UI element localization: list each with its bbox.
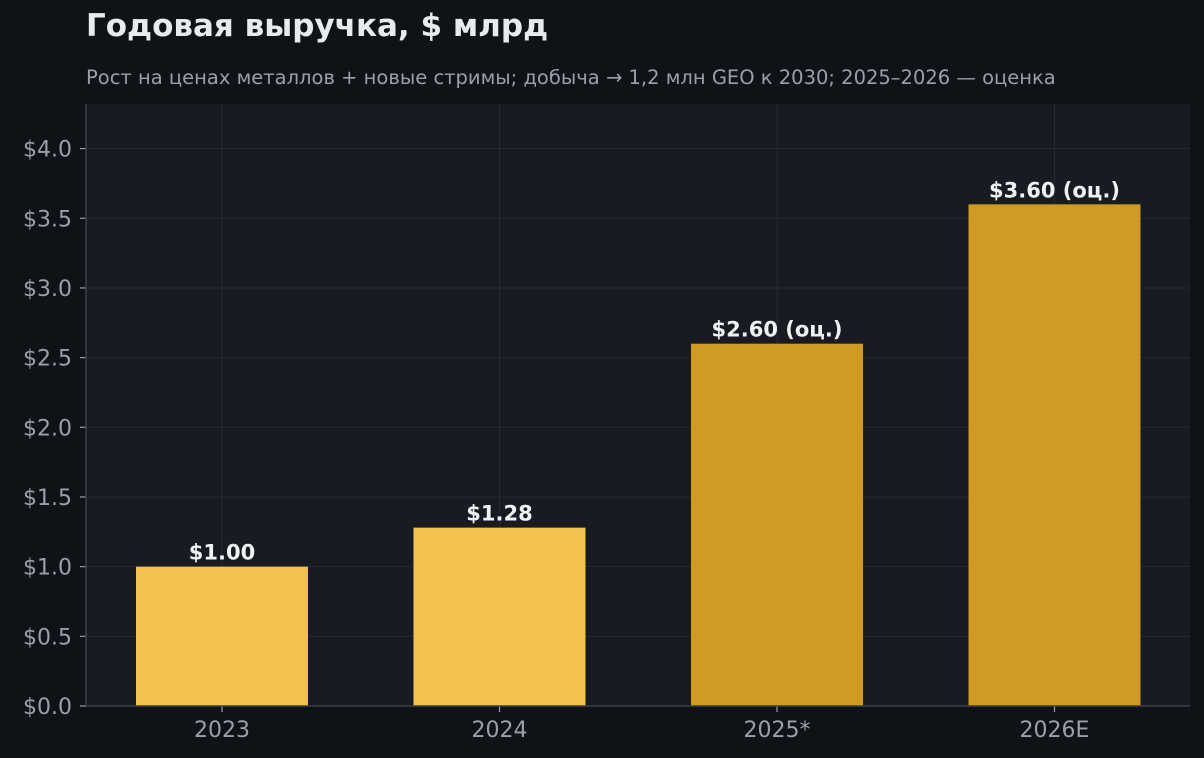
bar-2024 — [413, 527, 586, 706]
x-tick-label: 2025* — [744, 718, 811, 743]
y-tick-label: $3.5 — [23, 207, 72, 232]
y-tick-label: $0.0 — [23, 695, 72, 720]
y-tick-label: $1.5 — [23, 486, 72, 511]
bar-2025 — [691, 343, 863, 706]
x-tick-label: 2023 — [194, 718, 250, 743]
bar-value-label: $1.28 — [466, 502, 532, 526]
bar-value-label: $3.60 (оц.) — [989, 178, 1120, 202]
bar-value-label: $1.00 — [189, 541, 255, 565]
y-tick-label: $1.0 — [23, 556, 72, 581]
bar-2023 — [136, 566, 308, 706]
axes: $0.0 $0.5 $1.0 $1.5 $2.0 $2.5 $3.0 $3.5 $4.0 2023… — [23, 104, 1190, 743]
x-tick-label: 2024 — [472, 718, 528, 743]
chart-title: Годовая выручка, $ млрд — [86, 8, 549, 44]
bar-2026e — [968, 204, 1141, 707]
x-tick-label: 2026E — [1020, 718, 1090, 743]
y-tick-label: $0.5 — [23, 625, 72, 650]
y-tick-label: $2.5 — [23, 347, 72, 372]
y-tick-label: $4.0 — [23, 138, 72, 163]
y-tick-label: $2.0 — [23, 416, 72, 441]
data-labels: $1.00 $1.28 $2.60 (оц.) $3.60 (оц.) — [189, 178, 1120, 564]
bars — [136, 204, 1141, 707]
bar-value-label: $2.60 (оц.) — [712, 318, 843, 342]
y-tick-label: $3.0 — [23, 277, 72, 302]
chart-subtitle: Рост на ценах металлов + новые стримы; д… — [86, 66, 1056, 89]
